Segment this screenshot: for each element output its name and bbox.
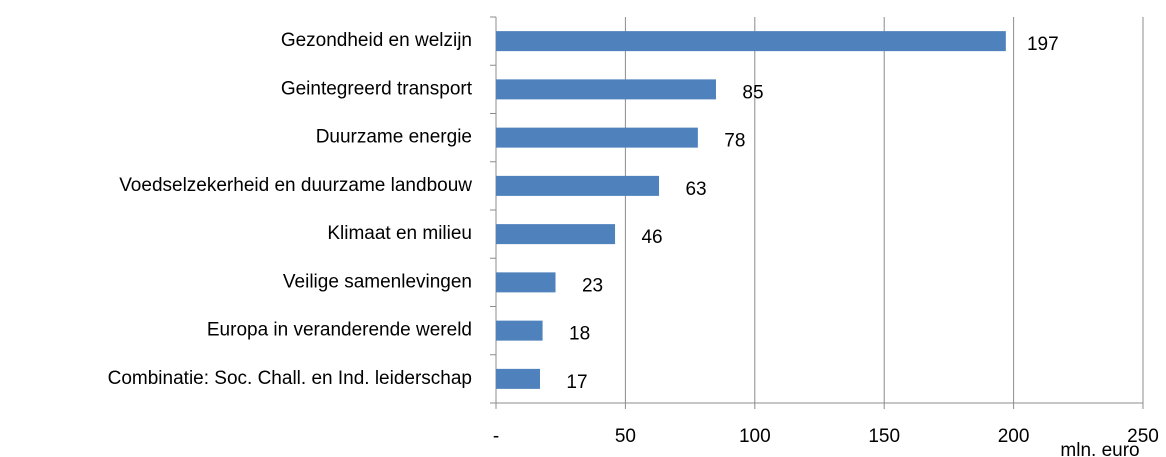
bar [496, 272, 556, 293]
y-tick-label: Voedselzekerheid en duurzame landbouw [119, 175, 472, 196]
value-label: 78 [724, 131, 745, 152]
value-label: 46 [641, 227, 662, 248]
value-label: 18 [569, 324, 590, 345]
y-tick-label: Klimaat en milieu [327, 223, 472, 244]
bar [496, 224, 616, 245]
y-tick-label: Combinatie: Soc. Chall. en Ind. leidersc… [108, 368, 472, 389]
bar [496, 127, 698, 148]
y-tick-label: Gezondheid en welzijn [281, 30, 472, 51]
value-label: 197 [1027, 34, 1059, 55]
bar [496, 368, 540, 389]
x-tick-label: 250 [1127, 426, 1159, 447]
value-label: 23 [582, 275, 603, 296]
y-tick-label: Veilige samenlevingen [283, 271, 472, 292]
x-tick-label: - [493, 426, 499, 447]
y-tick-label: Duurzame energie [316, 127, 472, 148]
value-label: 63 [685, 179, 706, 200]
x-tick-label: 100 [739, 426, 771, 447]
value-label: 17 [566, 372, 587, 393]
y-tick-label: Europa in veranderende wereld [207, 320, 472, 341]
bar [496, 79, 716, 100]
value-label: 85 [742, 82, 763, 103]
bar [496, 31, 1006, 52]
x-tick-label: 200 [998, 426, 1030, 447]
x-tick-label: 150 [868, 426, 900, 447]
y-tick-label: Geintegreerd transport [281, 78, 473, 99]
bar [496, 320, 543, 341]
bar [496, 175, 660, 196]
x-tick-label: 50 [615, 426, 636, 447]
x-axis-label: mln. euro [1060, 440, 1139, 457]
